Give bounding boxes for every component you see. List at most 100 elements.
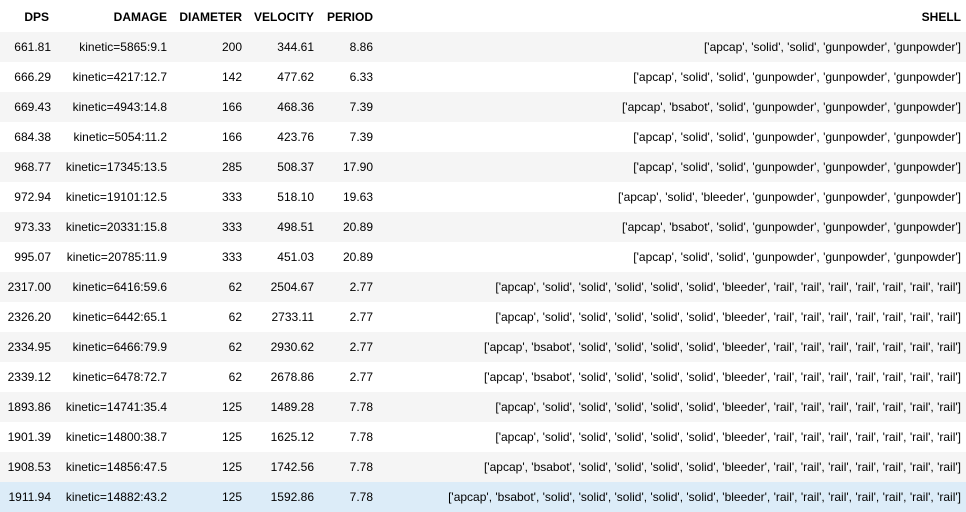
period-cell: 2.77 [318,362,377,392]
period-cell: 8.86 [318,32,377,62]
period-cell: 20.89 [318,212,377,242]
dps-cell: 1893.86 [0,392,55,422]
table-row[interactable]: 972.94 kinetic=19101:12.5 333 518.10 19.63 ['… [0,182,966,212]
shell-cell: ['apcap', 'bsabot', 'solid', 'gunpowder'… [377,92,966,122]
dps-cell: 2334.95 [0,332,55,362]
damage-cell: kinetic=14882:43.2 [55,482,171,512]
dps-cell: 684.38 [0,122,55,152]
shell-cell: ['apcap', 'solid', 'solid', 'gunpowder',… [377,62,966,92]
velocity-cell: 1625.12 [246,422,318,452]
diameter-cell: 125 [171,422,246,452]
period-cell: 20.89 [318,242,377,272]
dps-cell: 968.77 [0,152,55,182]
velocity-cell: 423.76 [246,122,318,152]
diameter-cell: 62 [171,272,246,302]
diameter-cell: 166 [171,92,246,122]
table-row[interactable]: 2326.20 kinetic=6442:65.1 62 2733.11 2.77 ['a… [0,302,966,332]
period-cell: 7.78 [318,392,377,422]
damage-cell: kinetic=4943:14.8 [55,92,171,122]
column-header-period[interactable]: PERIOD [326,9,373,24]
diameter-cell: 125 [171,482,246,512]
velocity-cell: 508.37 [246,152,318,182]
diameter-cell: 333 [171,212,246,242]
column-header-diameter[interactable]: DIAMETER [179,9,242,24]
damage-cell: kinetic=6466:79.9 [55,332,171,362]
dps-cell: 661.81 [0,32,55,62]
shell-cell: ['apcap', 'bsabot', 'solid', 'solid', 's… [377,482,966,512]
dps-cell: 995.07 [0,242,55,272]
table-row[interactable]: 968.77 kinetic=17345:13.5 285 508.37 17.90 ['… [0,152,966,182]
column-header-dps[interactable]: DPS [24,9,49,24]
period-cell: 7.78 [318,482,377,512]
damage-cell: kinetic=17345:13.5 [55,152,171,182]
diameter-cell: 62 [171,332,246,362]
table-row[interactable]: 661.81 kinetic=5865:9.1 200 344.61 8.86 ['apc… [0,32,966,62]
column-header-damage[interactable]: DAMAGE [113,9,167,24]
dps-cell: 1911.94 [0,482,55,512]
velocity-cell: 468.36 [246,92,318,122]
table-row[interactable]: 1893.86 kinetic=14741:35.4 125 1489.28 7.78[… [0,392,966,422]
velocity-cell: 2504.67 [246,272,318,302]
table-row[interactable]: 2334.95 kinetic=6466:79.9 62 2930.62 2.77 ['a… [0,332,966,362]
period-cell: 17.90 [318,152,377,182]
shell-cell: ['apcap', 'solid', 'solid', 'gunpowder',… [377,152,966,182]
table-row[interactable]: 1911.94 kinetic=14882:43.2 125 1592.86 7.78[… [0,482,966,512]
diameter-cell: 125 [171,452,246,482]
damage-cell: kinetic=6416:59.6 [55,272,171,302]
shell-cell: ['apcap', 'solid', 'solid', 'gunpowder',… [377,32,966,62]
diameter-cell: 285 [171,152,246,182]
damage-cell: kinetic=6442:65.1 [55,302,171,332]
period-cell: 2.77 [318,272,377,302]
damage-cell: kinetic=4217:12.7 [55,62,171,92]
diameter-cell: 62 [171,302,246,332]
column-header-shell[interactable]: SHELL [921,9,961,24]
dps-cell: 669.43 [0,92,55,122]
shell-cell: ['apcap', 'solid', 'solid', 'solid', 'so… [377,272,966,302]
shell-cell: ['apcap', 'bsabot', 'solid', 'solid', 's… [377,452,966,482]
diameter-cell: 333 [171,182,246,212]
velocity-cell: 498.51 [246,212,318,242]
damage-cell: kinetic=14741:35.4 [55,392,171,422]
table-row[interactable]: 2317.00 kinetic=6416:59.6 62 2504.67 2.77 ['a… [0,272,966,302]
period-cell: 7.39 [318,122,377,152]
velocity-cell: 2678.86 [246,362,318,392]
velocity-cell: 1489.28 [246,392,318,422]
table-row[interactable]: 666.29 kinetic=4217:12.7 142 477.62 6.33 ['ap… [0,62,966,92]
table-row[interactable]: 995.07 kinetic=20785:11.9 333 451.03 20.89 ['… [0,242,966,272]
shell-cell: ['apcap', 'solid', 'solid', 'gunpowder',… [377,122,966,152]
shell-cell: ['apcap', 'solid', 'solid', 'solid', 'so… [377,392,966,422]
velocity-cell: 518.10 [246,182,318,212]
table-header: DPS DAMAGE DIAMETER VELOCITY PERIOD SHEL… [0,0,966,32]
shell-cell: ['apcap', 'solid', 'bleeder', 'gunpowder… [377,182,966,212]
table-row[interactable]: 2339.12 kinetic=6478:72.7 62 2678.86 2.77 ['a… [0,362,966,392]
diameter-cell: 142 [171,62,246,92]
period-cell: 7.39 [318,92,377,122]
dps-cell: 666.29 [0,62,55,92]
table-row[interactable]: 973.33 kinetic=20331:15.8 333 498.51 20.89 ['… [0,212,966,242]
dps-cell: 2317.00 [0,272,55,302]
diameter-cell: 166 [171,122,246,152]
table-row[interactable]: 1908.53 kinetic=14856:47.5 125 1742.56 7.78[… [0,452,966,482]
damage-cell: kinetic=20331:15.8 [55,212,171,242]
period-cell: 7.78 [318,452,377,482]
shell-cell: ['apcap', 'solid', 'solid', 'gunpowder',… [377,242,966,272]
table-row[interactable]: 1901.39 kinetic=14800:38.7 125 1625.12 7.78[… [0,422,966,452]
dps-cell: 2326.20 [0,302,55,332]
damage-cell: kinetic=14856:47.5 [55,452,171,482]
table-row[interactable]: 669.43 kinetic=4943:14.8 166 468.36 7.39 ['ap… [0,92,966,122]
table-row[interactable]: 684.38 kinetic=5054:11.2 166 423.76 7.39 ['ap… [0,122,966,152]
damage-cell: kinetic=14800:38.7 [55,422,171,452]
velocity-cell: 344.61 [246,32,318,62]
damage-cell: kinetic=6478:72.7 [55,362,171,392]
velocity-cell: 1742.56 [246,452,318,482]
column-header-velocity[interactable]: VELOCITY [253,9,314,24]
shell-cell: ['apcap', 'bsabot', 'solid', 'gunpowder'… [377,212,966,242]
period-cell: 2.77 [318,302,377,332]
dps-cell: 973.33 [0,212,55,242]
velocity-cell: 477.62 [246,62,318,92]
period-cell: 6.33 [318,62,377,92]
velocity-cell: 1592.86 [246,482,318,512]
period-cell: 7.78 [318,422,377,452]
velocity-cell: 451.03 [246,242,318,272]
